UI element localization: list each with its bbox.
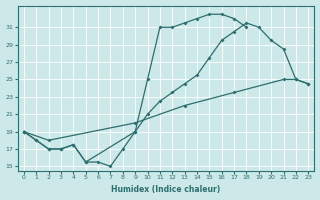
X-axis label: Humidex (Indice chaleur): Humidex (Indice chaleur) [111,185,221,194]
